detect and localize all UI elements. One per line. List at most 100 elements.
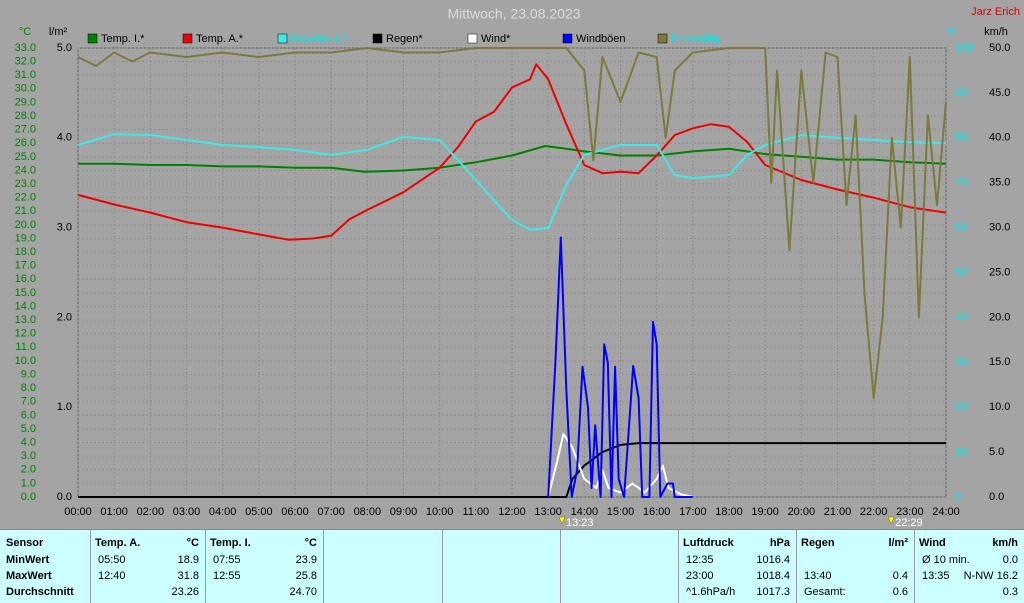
y-tick-label: 25.0 xyxy=(15,151,36,163)
axis-unit: °C xyxy=(19,26,31,38)
row-label: Sensor xyxy=(6,537,44,549)
y-tick-label: 50.0 xyxy=(989,42,1010,54)
y-tick-label: 3.0 xyxy=(21,450,36,462)
axis-unit: % xyxy=(947,26,957,38)
y-tick-label: 22.0 xyxy=(15,192,36,204)
y-tick-label: 29.0 xyxy=(15,96,36,108)
y-tick-label: 50 xyxy=(955,266,967,278)
cell-value: 25.8 xyxy=(295,570,317,582)
annotation-marker xyxy=(887,516,895,525)
legend-swatch xyxy=(562,33,573,44)
y-tick-label: 1.0 xyxy=(21,477,36,489)
group-name: Regen xyxy=(801,537,835,549)
cell-time: 13:40 xyxy=(804,570,832,582)
cell-value: 0.4 xyxy=(892,570,908,582)
x-tick-label: 10:00 xyxy=(426,506,454,518)
x-tick-label: 01:00 xyxy=(100,506,128,518)
y-tick-label: 8.0 xyxy=(21,382,36,394)
cell-value: 23.26 xyxy=(171,586,199,598)
group-unit: km/h xyxy=(992,537,1018,549)
cell-value: 23.9 xyxy=(295,554,317,566)
y-tick-label: 27.0 xyxy=(15,124,36,136)
x-tick-label: 13:00 xyxy=(534,506,562,518)
cell-value: 1016.4 xyxy=(756,554,790,566)
x-tick-label: 05:00 xyxy=(245,506,273,518)
y-tick-label: 0.0 xyxy=(21,491,36,503)
y-tick-label: 15.0 xyxy=(989,356,1010,368)
x-tick-label: 16:00 xyxy=(643,506,671,518)
y-tick-label: 80 xyxy=(955,132,967,144)
y-tick-label: 14.0 xyxy=(15,300,36,312)
y-tick-label: 32.0 xyxy=(15,56,36,68)
y-tick-label: 21.0 xyxy=(15,205,36,217)
column-separator xyxy=(914,530,915,603)
legend-label: Regen* xyxy=(386,33,423,45)
cell-value: 24.70 xyxy=(289,586,317,598)
cell-value: 1017.3 xyxy=(756,586,790,598)
axis-unit: km/h xyxy=(984,26,1008,38)
cell-time: 07:55 xyxy=(213,554,241,566)
x-tick-label: 23:00 xyxy=(896,506,924,518)
x-tick-label: 24:00 xyxy=(932,506,960,518)
x-tick-label: 22:00 xyxy=(860,506,888,518)
y-tick-label: 15.0 xyxy=(15,287,36,299)
x-tick-label: 04:00 xyxy=(209,506,237,518)
x-tick-label: 02:00 xyxy=(137,506,165,518)
annotation-label: 13:23 xyxy=(566,517,594,529)
cell-time: Gesamt: xyxy=(804,586,846,598)
x-tick-label: 09:00 xyxy=(390,506,418,518)
y-tick-label: 100 xyxy=(955,42,973,54)
cell-value: 18.9 xyxy=(177,554,199,566)
x-tick-label: 18:00 xyxy=(715,506,743,518)
legend-label: Temp. I.* xyxy=(101,33,145,45)
y-tick-label: 0.0 xyxy=(989,491,1004,503)
cell-time: 12:55 xyxy=(213,570,241,582)
group-unit: °C xyxy=(304,537,317,549)
y-tick-label: 18.0 xyxy=(15,246,36,258)
legend-label: Feuchte A.* xyxy=(291,33,349,45)
legend-label: Einstrahlg xyxy=(671,33,720,45)
y-tick-label: 25.0 xyxy=(989,266,1010,278)
annotation-label: 22:29 xyxy=(895,517,923,529)
y-tick-label: 40.0 xyxy=(989,132,1010,144)
x-tick-label: 11:00 xyxy=(462,506,489,518)
chart-title: Mittwoch, 23.08.2023 xyxy=(447,6,580,22)
y-tick-label: 6.0 xyxy=(21,409,36,421)
summary-table: Sensor MinWert MaxWert Durchschnitt Temp. A.… xyxy=(0,529,1024,603)
y-tick-label: 20.0 xyxy=(989,311,1010,323)
y-tick-label: 19.0 xyxy=(15,232,36,244)
series-line xyxy=(547,236,693,498)
x-tick-label: 07:00 xyxy=(317,506,345,518)
column-separator xyxy=(323,530,324,603)
y-tick-label: 28.0 xyxy=(15,110,36,122)
cell-value: 0.6 xyxy=(892,586,908,598)
column-separator xyxy=(90,530,91,603)
series-line xyxy=(77,47,947,400)
y-tick-label: 2.0 xyxy=(21,464,36,476)
group-name: Luftdruck xyxy=(683,537,734,549)
annotation-marker xyxy=(558,516,566,525)
y-tick-label: 3.0 xyxy=(57,222,72,234)
x-tick-label: 12:00 xyxy=(498,506,526,518)
y-tick-label: 33.0 xyxy=(15,42,36,54)
group-name: Wind xyxy=(919,537,946,549)
x-tick-label: 03:00 xyxy=(173,506,201,518)
group-name: Temp. A. xyxy=(95,537,141,549)
group-unit: °C xyxy=(186,537,199,549)
y-tick-label: 16.0 xyxy=(15,273,36,285)
y-tick-label: 5.0 xyxy=(21,423,36,435)
row-label: Durchschnitt xyxy=(6,586,74,598)
y-tick-label: 10 xyxy=(955,446,967,458)
y-tick-label: 7.0 xyxy=(21,396,36,408)
legend-swatch xyxy=(277,33,288,44)
row-label: MinWert xyxy=(6,554,50,566)
x-tick-label: 19:00 xyxy=(751,506,779,518)
x-tick-label: 14:00 xyxy=(571,506,599,518)
legend-label: Wind* xyxy=(481,33,511,45)
row-label: MaxWert xyxy=(6,570,52,582)
legend-swatch xyxy=(467,33,478,44)
y-tick-label: 60 xyxy=(955,222,967,234)
cell-time: 12:40 xyxy=(98,570,126,582)
cell-value: 0.0 xyxy=(1002,554,1018,566)
